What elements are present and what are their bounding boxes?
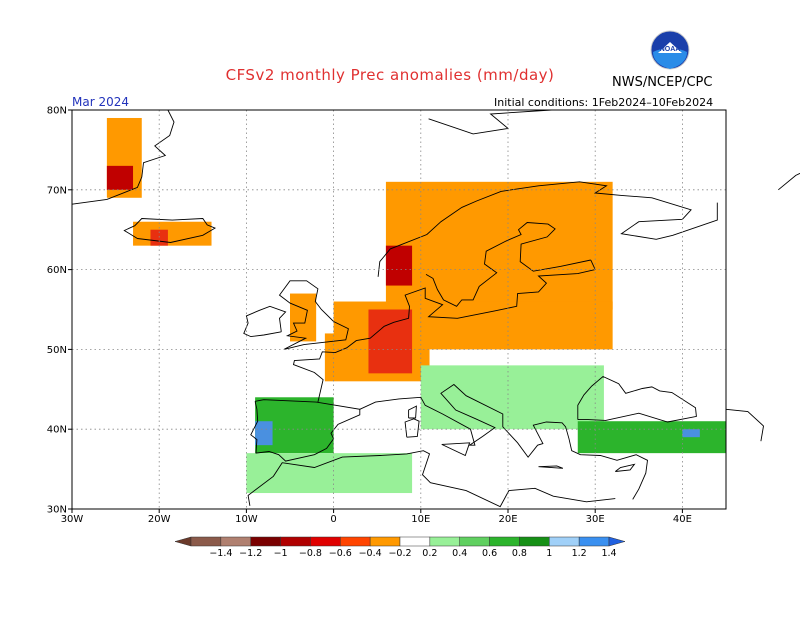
colorbar-label: −0.4: [359, 548, 382, 559]
colorbar-swatch: [340, 536, 371, 547]
initial-conditions: Initial conditions: 1Feb2024–10Feb2024: [494, 96, 714, 109]
anomaly-cell-dry-5: [385, 245, 413, 286]
coastline-blacksea: [577, 375, 697, 423]
lat-tick-label: 30N: [47, 505, 67, 516]
colorbar-label: −1.4: [209, 548, 232, 559]
colorbar-swatch: [190, 536, 222, 547]
colorbar-swatch: [280, 536, 311, 547]
colorbar-label: −0.8: [299, 548, 322, 559]
colorbar-label: −0.6: [329, 548, 352, 559]
coastline-britain: [278, 280, 349, 350]
noaa-logo-text: NOAA: [660, 46, 681, 53]
colorbar-label: 1.2: [572, 548, 587, 559]
colorbar-max-arrow: [608, 536, 626, 547]
anomaly-cell-wet-14: [577, 421, 726, 454]
colorbar-swatch: [578, 536, 610, 547]
anomaly-cell-wet-13: [420, 365, 604, 430]
colorbar-swatch: [369, 536, 401, 547]
colorbar-label: 0.2: [422, 548, 437, 559]
coastline-africa: [247, 450, 616, 508]
colorbar-swatch: [489, 536, 520, 547]
coastline-crete: [538, 465, 564, 469]
agency-label: NWS/NCEP/CPC: [612, 75, 713, 90]
anomaly-cell-dry-8: [368, 309, 413, 374]
colorbar-swatch: [250, 536, 281, 547]
coastline-medit: [359, 383, 648, 500]
lat-tick-label: 50N: [47, 345, 67, 356]
axis-ticks: 30W 20W 10W 0 10E 20E 30E 40E 30N 40N 50N 60N 70N 80N: [47, 106, 692, 526]
lon-tick-label: 20W: [148, 514, 171, 525]
coastline-france: [292, 259, 596, 403]
anomaly-cell-dry-9: [290, 293, 317, 342]
colorbar-min-arrow: [174, 536, 192, 547]
lat-tick-label: 80N: [47, 106, 67, 117]
coastline-baltic: [425, 222, 591, 307]
colorbar-label: 1.4: [601, 548, 616, 559]
map-frame: [71, 109, 727, 510]
colorbar-label: −0.2: [388, 548, 411, 559]
coastline-ireland: [243, 305, 287, 338]
anomaly-cell-wet-12: [246, 453, 413, 494]
coastlines: [71, 109, 800, 508]
coastline-scandi: [377, 181, 718, 277]
anomaly-cells: [106, 117, 726, 494]
noaa-logo: NOAA: [650, 30, 690, 70]
lat-tick-label: 40N: [47, 425, 67, 436]
coastline-sardinia: [404, 418, 420, 438]
colorbar-label: 0.6: [482, 548, 497, 559]
lat-tick-label: 60N: [47, 265, 67, 276]
lon-tick-label: 40E: [673, 514, 692, 525]
colorbar-label: 0.4: [452, 548, 467, 559]
lon-tick-label: 30W: [61, 514, 84, 525]
colorbar-swatch: [220, 536, 251, 547]
coastline-corsica: [408, 405, 417, 419]
colorbar-swatch: [549, 536, 580, 547]
colorbar-swatch: [310, 536, 341, 547]
anomaly-cell-dry-4: [385, 181, 613, 310]
forecast-month: Mar 2024: [72, 95, 129, 109]
colorbar-swatch: [429, 536, 460, 547]
lon-tick-label: 0: [330, 514, 336, 525]
colorbar-swatch: [399, 536, 431, 547]
colorbar-label: 1: [546, 548, 552, 559]
lon-tick-label: 10E: [411, 514, 430, 525]
lat-tick-label: 70N: [47, 185, 67, 196]
colorbar: −1.4 −1.2 −1 −0.8 −0.6 −0.4 −0.2 0.2 0.4 0.6 0.8 1 1…: [174, 536, 626, 559]
anomaly-cell-wet-11: [255, 421, 273, 446]
coastline-novaya: [778, 172, 800, 191]
graticule: [72, 110, 726, 509]
colorbar-label: 0.8: [512, 548, 527, 559]
colorbar-label: −1.2: [239, 548, 262, 559]
coastline-cyprus: [615, 463, 636, 472]
lon-tick-label: 30E: [586, 514, 605, 525]
lon-tick-label: 10W: [235, 514, 258, 525]
coastline-caspian: [725, 408, 764, 442]
coastline-italy_sicily: [441, 442, 471, 457]
coastline-iceland: [123, 218, 217, 243]
map-title: CFSv2 monthly Prec anomalies (mm/day): [225, 66, 555, 84]
coastline-greenland: [71, 109, 175, 205]
colorbar-swatch: [519, 536, 550, 547]
anomaly-cell-dry-1: [106, 165, 134, 190]
lon-tick-label: 20E: [498, 514, 517, 525]
anomaly-cell-wet-15: [682, 429, 700, 438]
colorbar-label: −1: [274, 548, 288, 559]
colorbar-swatch: [459, 536, 490, 547]
coastline-svalbard: [428, 109, 552, 135]
